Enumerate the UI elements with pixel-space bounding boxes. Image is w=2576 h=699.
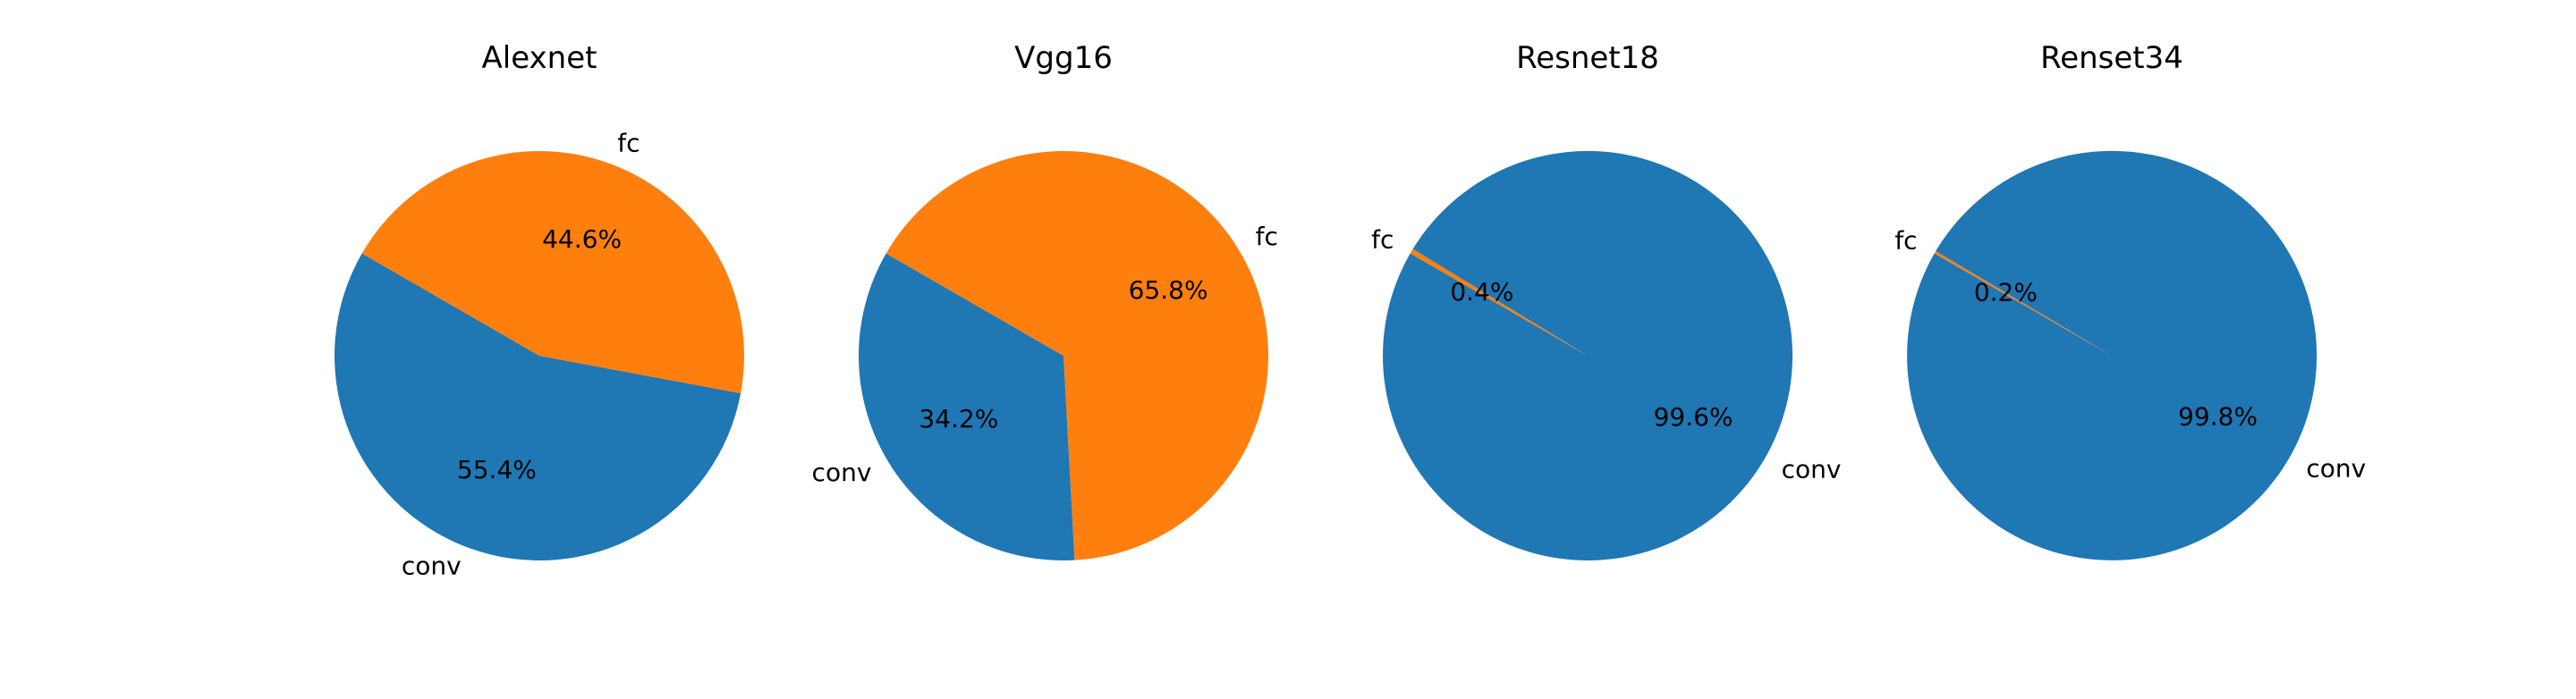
pie-renset34: Renset34 99.8% conv 0.2% fc	[1894, 40, 2366, 560]
pie-alexnet: Alexnet 55.4% conv 44.6% fc	[334, 40, 744, 580]
pie-title: Renset34	[2040, 40, 2183, 76]
pie-slice-label: conv	[402, 551, 462, 580]
pie-title: Resnet18	[1516, 40, 1659, 76]
pie-slice-percent: 99.6%	[1654, 402, 1733, 432]
pie-slice-percent: 99.8%	[2178, 401, 2258, 431]
pie-title: Alexnet	[482, 40, 597, 76]
pie-slice-label: conv	[2306, 453, 2366, 483]
pie-slice-percent: 34.2%	[919, 404, 998, 434]
pie-slice-label: fc	[1371, 224, 1394, 254]
pie-slice-label: fc	[1256, 222, 1278, 251]
pie-vgg16: Vgg16 34.2% conv 65.8% fc	[812, 40, 1278, 560]
pie-slice-fc	[1934, 251, 2112, 356]
pie-slice-fc	[1410, 248, 1588, 356]
pie-slice-conv	[1907, 150, 2318, 560]
pie-slice-percent: 0.4%	[1450, 277, 1513, 307]
pie-slice-percent: 44.6%	[542, 224, 622, 254]
pie-slice-conv	[1383, 150, 1793, 560]
pie-slice-percent: 55.4%	[457, 455, 537, 484]
pie-slice-label: conv	[812, 458, 872, 487]
pie-slice-label: conv	[1782, 455, 1842, 484]
pie-slice-label: fc	[617, 129, 640, 158]
pie-slice-conv	[859, 253, 1075, 560]
pie-slice-fc	[886, 150, 1269, 560]
pie-resnet18: Resnet18 99.6% conv 0.4% fc	[1371, 40, 1841, 560]
pie-slice-percent: 0.2%	[1974, 278, 2038, 307]
pie-title: Vgg16	[1014, 40, 1113, 76]
pie-slice-conv	[334, 253, 741, 561]
pie-slice-percent: 65.8%	[1129, 275, 1208, 305]
pie-slice-label: fc	[1894, 226, 1917, 256]
pie-slice-fc	[361, 151, 744, 393]
